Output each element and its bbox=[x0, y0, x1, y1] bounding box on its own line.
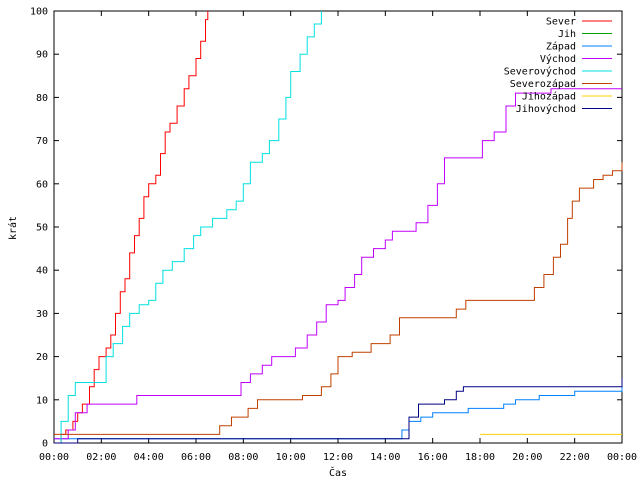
legend: SeverJihZápadVýchodSeverovýchodSeverozáp… bbox=[504, 17, 612, 115]
series-lines bbox=[54, 11, 623, 444]
x-axis-label: Čas bbox=[329, 466, 347, 479]
legend-label: Jih bbox=[558, 29, 576, 40]
series-line-severozápad bbox=[54, 162, 623, 435]
x-tick-label: 02:00 bbox=[86, 452, 116, 463]
x-tick-label: 22:00 bbox=[560, 452, 590, 463]
axes: 0 10 20 30 40 50 60 70 80 90 100 00:00 02:00 04:00 06:… bbox=[30, 7, 637, 464]
y-tick-label: 40 bbox=[36, 266, 48, 277]
legend-label: Západ bbox=[546, 41, 576, 53]
x-tick-label: 20:00 bbox=[512, 452, 542, 463]
legend-label: Jihozápad bbox=[522, 91, 576, 103]
x-tick-label: 00:00 bbox=[39, 452, 69, 463]
legend-label: Severozápad bbox=[510, 78, 576, 90]
y-tick-label: 90 bbox=[36, 50, 48, 61]
x-tick-label: 14:00 bbox=[370, 452, 400, 463]
series-line-západ bbox=[54, 382, 623, 440]
y-tick-label: 10 bbox=[36, 395, 48, 406]
y-tick-label: 60 bbox=[36, 179, 48, 190]
legend-label: Severovýchod bbox=[504, 66, 576, 78]
y-tick-label: 20 bbox=[36, 352, 48, 363]
legend-label: Sever bbox=[546, 17, 576, 28]
x-tick-label: 12:00 bbox=[323, 452, 353, 463]
y-tick-label: 50 bbox=[36, 223, 48, 234]
y-tick-label: 0 bbox=[42, 439, 48, 450]
x-tick-label: 18:00 bbox=[465, 452, 495, 463]
series-line-sever bbox=[54, 11, 209, 444]
legend-label: Jihovýchod bbox=[516, 103, 576, 115]
x-tick-label: 16:00 bbox=[418, 452, 448, 463]
y-tick-label: 30 bbox=[36, 309, 48, 320]
y-tick-label: 100 bbox=[30, 7, 48, 18]
series-line-východ bbox=[54, 88, 622, 440]
y-axis-label: krát bbox=[7, 216, 19, 240]
y-tick-label: 70 bbox=[36, 136, 48, 147]
x-tick-label: 00:00 bbox=[607, 452, 637, 463]
x-tick-label: 08:00 bbox=[228, 452, 258, 463]
legend-label: Východ bbox=[540, 53, 576, 65]
series-line-jihovýchod bbox=[54, 378, 623, 444]
series-line-severovýchod bbox=[54, 11, 322, 444]
x-tick-label: 04:00 bbox=[134, 452, 164, 463]
x-tick-label: 06:00 bbox=[181, 452, 211, 463]
x-tick-label: 10:00 bbox=[276, 452, 306, 463]
y-tick-label: 80 bbox=[36, 93, 48, 104]
